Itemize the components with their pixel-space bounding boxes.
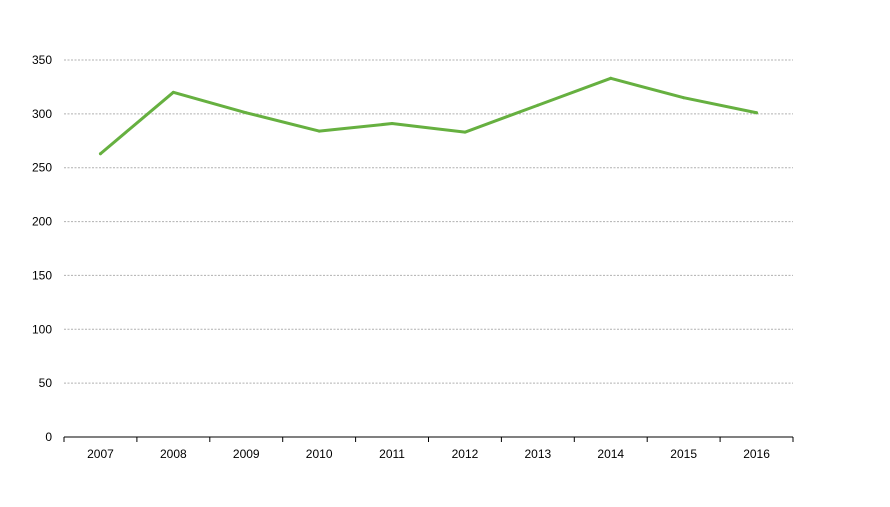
y-tick-label: 300 bbox=[32, 107, 52, 121]
y-tick-label: 200 bbox=[32, 215, 52, 229]
data-point bbox=[244, 111, 248, 115]
x-tick-label: 2013 bbox=[524, 447, 551, 461]
x-tick-label: 2010 bbox=[306, 447, 333, 461]
data-point bbox=[682, 96, 686, 100]
data-point bbox=[171, 90, 175, 94]
data-point bbox=[609, 76, 613, 80]
x-tick-label: 2011 bbox=[379, 447, 405, 461]
x-tick-label: 2014 bbox=[597, 447, 624, 461]
x-tick-label: 2007 bbox=[87, 447, 114, 461]
y-tick-label: 150 bbox=[32, 268, 52, 282]
y-tick-label: 50 bbox=[39, 376, 53, 390]
x-tick-label: 2009 bbox=[233, 447, 260, 461]
x-tick-label: 2012 bbox=[452, 447, 479, 461]
x-tick-label: 2015 bbox=[670, 447, 697, 461]
y-tick-label: 0 bbox=[45, 430, 52, 444]
series-line bbox=[98, 76, 759, 156]
data-point bbox=[755, 111, 759, 115]
x-tick-label: 2008 bbox=[160, 447, 187, 461]
series-group bbox=[98, 76, 759, 156]
y-axis-tick-labels: 0 50 100 150 200 250 300 350 bbox=[32, 53, 52, 444]
y-tick-label: 250 bbox=[32, 161, 52, 175]
y-tick-label: 100 bbox=[32, 322, 52, 336]
data-point bbox=[317, 129, 321, 133]
gridlines bbox=[64, 59, 793, 384]
data-point bbox=[98, 152, 102, 156]
data-point bbox=[390, 122, 394, 126]
data-point bbox=[463, 130, 467, 134]
x-axis-ticks: 2007 2008 2009 2010 2011 2012 2013 2014 2015 2016 bbox=[63, 437, 794, 461]
y-tick-label: 350 bbox=[32, 53, 52, 67]
data-point bbox=[536, 103, 540, 107]
x-tick-label: 2016 bbox=[743, 447, 770, 461]
